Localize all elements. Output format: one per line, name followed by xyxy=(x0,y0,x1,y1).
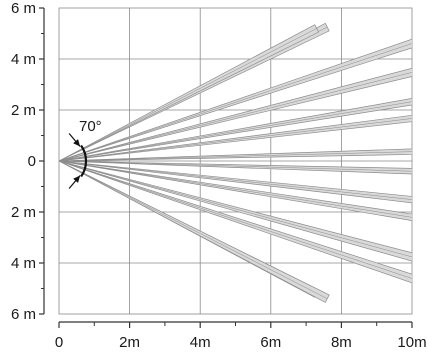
beam-centerline xyxy=(59,118,412,162)
beam-centerline xyxy=(59,101,412,162)
y-tick-label: 2 m xyxy=(11,102,36,119)
beam xyxy=(59,67,412,162)
y-tick-label: 6 m xyxy=(11,0,36,17)
y-tick-label: 4 m xyxy=(11,51,36,68)
field-of-view-arc xyxy=(80,144,88,178)
x-tick-label: 2m xyxy=(119,334,140,351)
x-tick-label: 0 xyxy=(55,334,63,351)
beam xyxy=(59,160,412,175)
beam xyxy=(59,160,412,221)
beam-centerline xyxy=(59,72,412,162)
y-tick-label: 4 m xyxy=(11,255,36,272)
y-tick-label: 0 xyxy=(28,153,36,170)
beam-centerline xyxy=(59,160,328,299)
y-tick-label: 2 m xyxy=(11,204,36,221)
beam xyxy=(59,114,412,162)
fov-arrow-lower-head xyxy=(73,175,81,183)
beam-centerline xyxy=(59,160,412,172)
axes xyxy=(39,7,413,328)
beam xyxy=(59,98,412,162)
y-tick-label: 6 m xyxy=(11,306,36,323)
beam-centerline xyxy=(59,160,412,200)
x-tick-label: 4m xyxy=(190,334,211,351)
field-of-view-marker: 70° xyxy=(68,118,102,189)
beam-centerline xyxy=(59,151,412,162)
beam xyxy=(59,38,412,162)
beam-centerline xyxy=(59,160,412,258)
x-tick-label: 8m xyxy=(331,334,352,351)
beam-centerline xyxy=(59,28,317,162)
grid xyxy=(58,7,413,315)
x-tick-label: 6m xyxy=(260,334,281,351)
beam-fan xyxy=(59,22,412,303)
beam-centerline xyxy=(59,43,412,162)
x-tick-label: 10m xyxy=(397,334,426,351)
field-of-view-angle-label: 70° xyxy=(79,118,102,135)
beam-centerline xyxy=(59,160,412,218)
beam xyxy=(59,160,412,284)
beam xyxy=(59,148,412,162)
beam xyxy=(59,160,412,262)
fov-arrow-upper-head xyxy=(73,139,81,147)
beam xyxy=(59,160,412,204)
beam-centerline xyxy=(59,160,412,279)
tick-labels: 0 2m 4m 6m 8m 10m 6 m 4 m 2 m 0 2 m 4 m 6 m xyxy=(11,0,427,351)
